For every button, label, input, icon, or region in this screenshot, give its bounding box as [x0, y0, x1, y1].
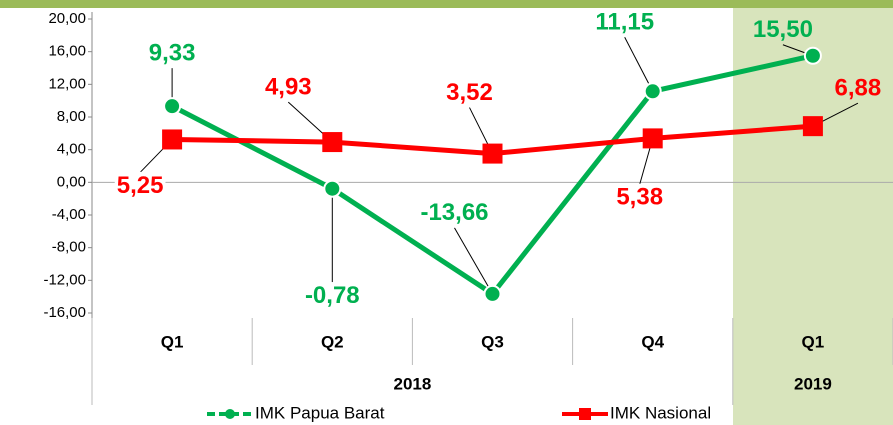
point [802, 116, 823, 137]
point [643, 82, 662, 101]
x-tick-label: Q1 [802, 332, 825, 351]
point [163, 97, 182, 116]
data-label: -13,66 [420, 199, 488, 226]
label-bg [302, 282, 362, 310]
y-tick-label: 16,00 [48, 43, 86, 60]
y-tick-label: 12,00 [48, 75, 86, 92]
y-tick-label: 0,00 [57, 173, 86, 190]
y-tick-label: 4,00 [57, 141, 86, 158]
label-bg [593, 8, 657, 36]
y-tick-label: 8,00 [57, 108, 86, 125]
x-tick-label: Q4 [641, 332, 664, 351]
legend-label: IMK Papua Barat [255, 403, 385, 422]
group-label: 2019 [794, 374, 832, 393]
data-label: 15,50 [753, 16, 813, 43]
group-label: 2018 [393, 374, 431, 393]
label-bg [832, 74, 884, 102]
data-label: 9,33 [149, 39, 196, 66]
data-label: 5,38 [616, 184, 663, 211]
point [482, 143, 503, 164]
y-tick-label: 20,00 [48, 10, 86, 27]
legend-marker [579, 408, 591, 420]
y-tick-label: -12,00 [43, 271, 86, 288]
data-label: 3,52 [446, 79, 493, 106]
x-tick-label: Q2 [321, 332, 344, 351]
y-tick-label: -16,00 [43, 304, 86, 321]
top-band [0, 0, 893, 8]
point [322, 132, 343, 153]
label-bg [418, 199, 491, 227]
label-bg [614, 183, 666, 211]
x-tick-label: Q1 [161, 332, 184, 351]
data-label: 4,93 [265, 73, 312, 100]
label-bg [444, 78, 495, 106]
label-bg [750, 16, 815, 44]
legend-label: IMK Nasional [610, 403, 711, 422]
leader-line [454, 227, 493, 295]
label-bg [146, 39, 198, 67]
point [642, 128, 663, 149]
leader-line [624, 37, 654, 92]
point [803, 46, 822, 65]
y-tick-label: -4,00 [52, 206, 86, 223]
point [323, 179, 342, 198]
data-label: 6,88 [835, 74, 882, 101]
legend-marker [225, 409, 235, 419]
point [483, 284, 502, 303]
x-tick-label: Q3 [481, 332, 504, 351]
point [162, 129, 183, 150]
data-label: -0,78 [305, 282, 360, 309]
data-label: 11,15 [595, 9, 654, 36]
data-label: 5,25 [117, 172, 164, 199]
y-tick-label: -8,00 [52, 239, 86, 256]
label-bg [262, 73, 314, 101]
label-bg [114, 171, 166, 199]
